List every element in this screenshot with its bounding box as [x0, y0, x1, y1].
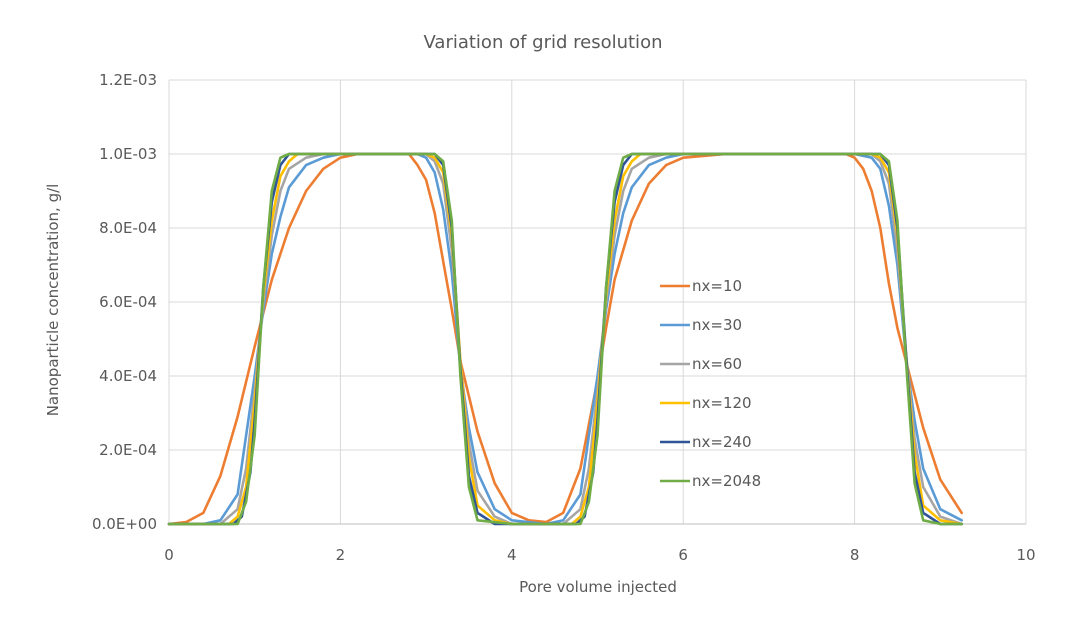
legend-label-nx-10: nx=10 — [692, 277, 742, 295]
chart-title: Variation of grid resolution — [424, 32, 663, 53]
y-tick-label: 1.2E-03 — [99, 71, 157, 89]
legend-label-nx-120: nx=120 — [692, 394, 752, 412]
y-tick-label: 2.0E-04 — [99, 441, 157, 459]
legend: nx=10 nx=30 nx=60 nx=120 nx=240 nx=2048 — [660, 277, 761, 490]
legend-label-nx-240: nx=240 — [692, 433, 752, 451]
y-axis-title: Nanoparticle concentration, g/l — [44, 184, 62, 417]
gridlines — [168, 79, 1027, 525]
legend-label-nx-2048: nx=2048 — [692, 472, 761, 490]
series-lines — [167, 152, 964, 526]
x-tick-label: 8 — [850, 546, 860, 564]
y-tick-label: 8.0E-04 — [99, 219, 157, 237]
y-tick-label: 4.0E-04 — [99, 367, 157, 385]
axes: 0.0E+00 2.0E-04 4.0E-04 6.0E-04 8.0E-04 1.0E-… — [92, 71, 1036, 564]
x-tick-label: 10 — [1016, 546, 1035, 564]
series-line-nx-10 — [167, 152, 964, 526]
y-tick-label: 0.0E+00 — [92, 515, 157, 533]
series-line-nx-240 — [167, 152, 964, 526]
series-line-nx-120 — [167, 152, 964, 526]
x-axis-title: Pore volume injected — [519, 578, 677, 596]
x-tick-label: 4 — [507, 546, 517, 564]
y-tick-label: 1.0E-03 — [99, 145, 157, 163]
x-tick-label: 6 — [678, 546, 688, 564]
y-tick-label: 6.0E-04 — [99, 293, 157, 311]
x-tick-label: 0 — [164, 546, 174, 564]
legend-label-nx-30: nx=30 — [692, 316, 742, 334]
series-line-nx-30 — [167, 152, 964, 526]
series-line-nx-60 — [167, 152, 964, 526]
series-line-nx-2048 — [167, 152, 964, 526]
x-tick-label: 2 — [336, 546, 346, 564]
legend-label-nx-60: nx=60 — [692, 355, 742, 373]
